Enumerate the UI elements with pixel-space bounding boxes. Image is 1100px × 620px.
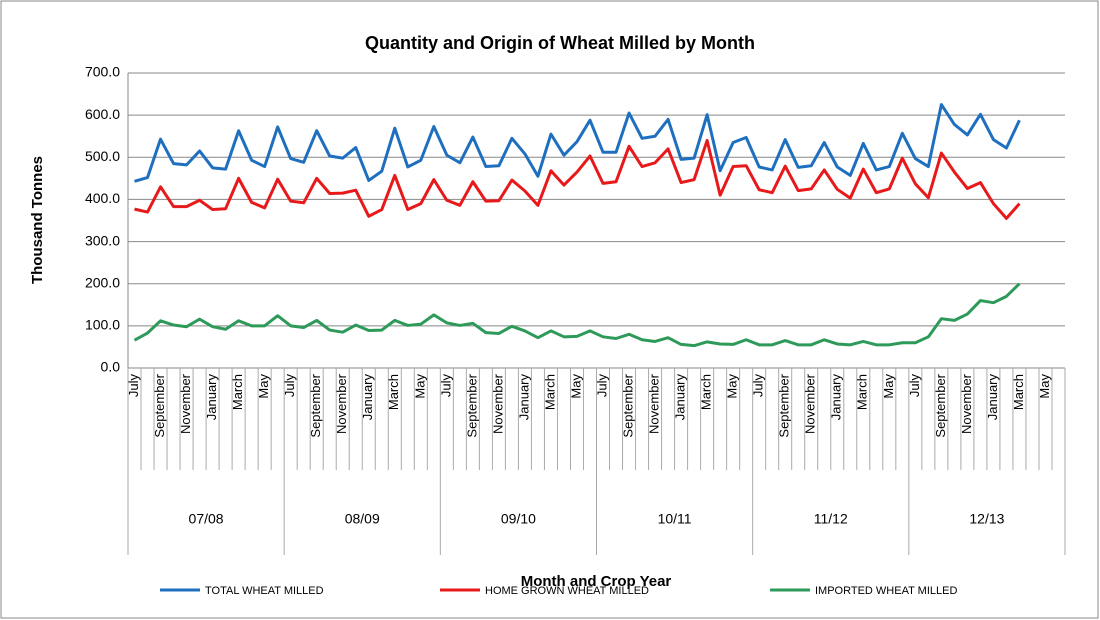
x-tick-label: November (803, 373, 818, 434)
x-tick-label: September (152, 373, 167, 437)
series-line (134, 138, 1021, 220)
x-tick-label: May (412, 374, 427, 399)
x-tick-label: July (594, 374, 609, 398)
y-tick-label: 100.0 (85, 317, 120, 333)
x-tick-label: September (308, 373, 323, 437)
x-tick-label: July (282, 374, 297, 398)
group-label: 09/10 (501, 511, 536, 527)
x-tick-label: May (881, 374, 896, 399)
x-tick-label: January (985, 374, 1000, 421)
legend-label: IMPORTED WHEAT MILLED (815, 585, 957, 597)
x-tick-label: July (438, 374, 453, 398)
y-axis-title: Thousand Tonnes (29, 156, 46, 284)
series-line (133, 282, 1021, 348)
x-tick-label: March (386, 374, 401, 410)
x-tick-label: March (855, 374, 870, 410)
x-tick-label: January (516, 374, 531, 421)
group-label: 08/09 (345, 511, 380, 527)
legend-label: TOTAL WHEAT MILLED (205, 585, 324, 597)
x-tick-label: January (673, 374, 688, 421)
x-axis-title: Month and Crop Year (521, 573, 672, 590)
x-tick-label: November (490, 373, 505, 434)
x-tick-label: May (256, 374, 271, 399)
x-tick-label: March (1011, 374, 1026, 410)
x-tick-label: September (933, 373, 948, 437)
x-tick-label: March (542, 374, 557, 410)
group-label: 07/08 (189, 511, 224, 527)
x-tick-label: July (751, 374, 766, 398)
y-tick-label: 400.0 (85, 190, 120, 206)
x-tick-label: March (230, 374, 245, 410)
x-tick-label: January (204, 374, 219, 421)
y-tick-label: 300.0 (85, 232, 120, 248)
x-tick-label: September (777, 373, 792, 437)
chart-title: Quantity and Origin of Wheat Milled by M… (365, 33, 755, 53)
y-tick-label: 0.0 (101, 359, 121, 375)
x-tick-label: November (647, 373, 662, 434)
legend-label: HOME GROWN WHEAT MILLED (485, 585, 649, 597)
x-tick-label: May (568, 374, 583, 399)
y-tick-label: 500.0 (85, 148, 120, 164)
group-label: 12/13 (969, 511, 1004, 527)
x-tick-label: September (464, 373, 479, 437)
y-tick-label: 700.0 (85, 64, 120, 80)
x-tick-label: July (126, 374, 141, 398)
group-label: 11/12 (814, 511, 848, 527)
x-tick-label: July (907, 374, 922, 398)
y-tick-label: 600.0 (85, 106, 120, 122)
series-line (134, 103, 1021, 183)
x-tick-label: November (334, 373, 349, 434)
x-tick-label: March (699, 374, 714, 410)
x-tick-label: November (959, 373, 974, 434)
group-label: 10/11 (658, 511, 692, 527)
x-tick-label: January (360, 374, 375, 421)
y-tick-label: 200.0 (85, 274, 120, 290)
x-tick-label: January (829, 374, 844, 421)
x-tick-label: September (620, 373, 635, 437)
x-tick-label: May (725, 374, 740, 399)
x-tick-label: May (1037, 374, 1052, 399)
x-tick-label: November (178, 373, 193, 434)
